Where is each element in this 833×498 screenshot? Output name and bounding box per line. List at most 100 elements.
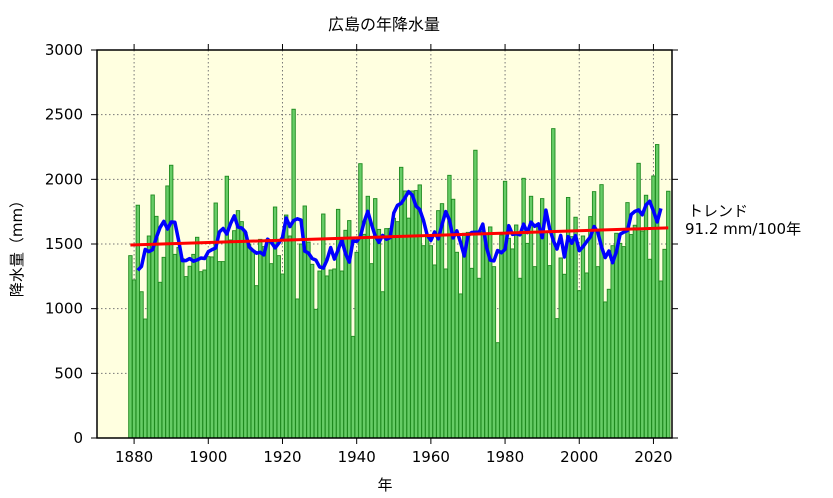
bar xyxy=(250,250,255,439)
bar xyxy=(284,214,289,439)
bar xyxy=(565,196,571,439)
bar xyxy=(543,230,549,439)
x-tick-label: 1960 xyxy=(412,448,450,466)
bar xyxy=(629,234,634,439)
bar xyxy=(387,228,393,439)
x-tick-label: 1980 xyxy=(486,448,524,466)
bar xyxy=(369,263,374,439)
bar xyxy=(358,163,363,439)
bar xyxy=(176,246,181,439)
bar xyxy=(384,228,389,439)
bar xyxy=(502,180,508,439)
moving-average-line xyxy=(136,189,663,272)
bar xyxy=(610,245,615,439)
bar xyxy=(636,162,641,439)
bar xyxy=(339,270,344,439)
bar xyxy=(324,275,330,439)
bar xyxy=(595,266,600,439)
bar xyxy=(495,342,500,439)
bar xyxy=(180,258,185,439)
bar xyxy=(350,335,356,439)
bar xyxy=(239,221,244,439)
bar xyxy=(169,164,174,439)
bar xyxy=(202,269,207,439)
y-tick-label: 3000 xyxy=(45,41,83,59)
bar xyxy=(220,261,226,439)
bar xyxy=(321,213,326,439)
bar xyxy=(428,245,434,439)
bar xyxy=(206,256,211,439)
bar xyxy=(410,190,415,439)
bar xyxy=(380,291,385,439)
bar xyxy=(580,235,586,439)
bar xyxy=(280,273,285,439)
bar xyxy=(128,255,133,439)
bar xyxy=(621,246,626,439)
bar xyxy=(328,269,333,439)
bar xyxy=(310,263,315,439)
bar xyxy=(643,194,649,439)
bar xyxy=(421,245,426,439)
bar xyxy=(599,184,604,439)
bar xyxy=(517,277,523,439)
bar xyxy=(562,273,567,439)
bar xyxy=(395,221,400,439)
trend-line xyxy=(130,226,669,247)
bar xyxy=(473,149,478,439)
bar xyxy=(439,203,445,439)
bar xyxy=(198,271,204,439)
bar xyxy=(476,277,482,439)
y-tick-label: 1500 xyxy=(45,235,83,253)
bar xyxy=(265,238,270,439)
bar xyxy=(425,234,430,439)
bar xyxy=(510,248,515,439)
bar xyxy=(499,234,504,439)
bar xyxy=(632,224,638,439)
bar xyxy=(191,253,196,439)
y-tick-label: 1000 xyxy=(45,300,83,318)
bar xyxy=(532,266,537,439)
bar xyxy=(131,279,137,439)
bar xyxy=(139,291,144,439)
bar xyxy=(640,230,645,439)
bar xyxy=(276,255,281,439)
bar xyxy=(573,216,578,439)
bar xyxy=(480,231,485,439)
x-tick-label: 1920 xyxy=(263,448,301,466)
bar xyxy=(514,224,519,439)
bar xyxy=(525,242,530,439)
bar xyxy=(295,298,300,439)
bar xyxy=(625,202,630,439)
bar xyxy=(269,263,274,439)
y-tick-label: 0 xyxy=(73,429,83,447)
bar xyxy=(417,184,422,439)
bar xyxy=(603,301,608,439)
x-axis-title: 年 xyxy=(377,476,392,494)
bar xyxy=(606,288,612,439)
bar xyxy=(354,251,359,439)
bars xyxy=(128,108,671,439)
bar xyxy=(506,237,511,439)
bar xyxy=(365,195,370,439)
bar xyxy=(161,256,166,439)
bar xyxy=(617,242,623,439)
bar xyxy=(143,318,148,439)
bar xyxy=(150,194,155,439)
bar xyxy=(662,248,667,439)
y-tick-label: 2000 xyxy=(45,170,83,188)
bar xyxy=(558,257,563,439)
trend-label: トレンド xyxy=(688,202,748,220)
bar xyxy=(521,177,526,439)
bar xyxy=(551,128,556,439)
bar xyxy=(291,108,296,439)
bar xyxy=(443,268,448,439)
bar xyxy=(135,204,140,439)
bar xyxy=(306,241,311,439)
bar xyxy=(154,215,159,439)
bar xyxy=(406,217,411,439)
bar xyxy=(547,265,552,439)
bar xyxy=(317,270,322,439)
grid xyxy=(97,50,672,438)
bar xyxy=(157,281,163,439)
bar xyxy=(484,232,489,439)
